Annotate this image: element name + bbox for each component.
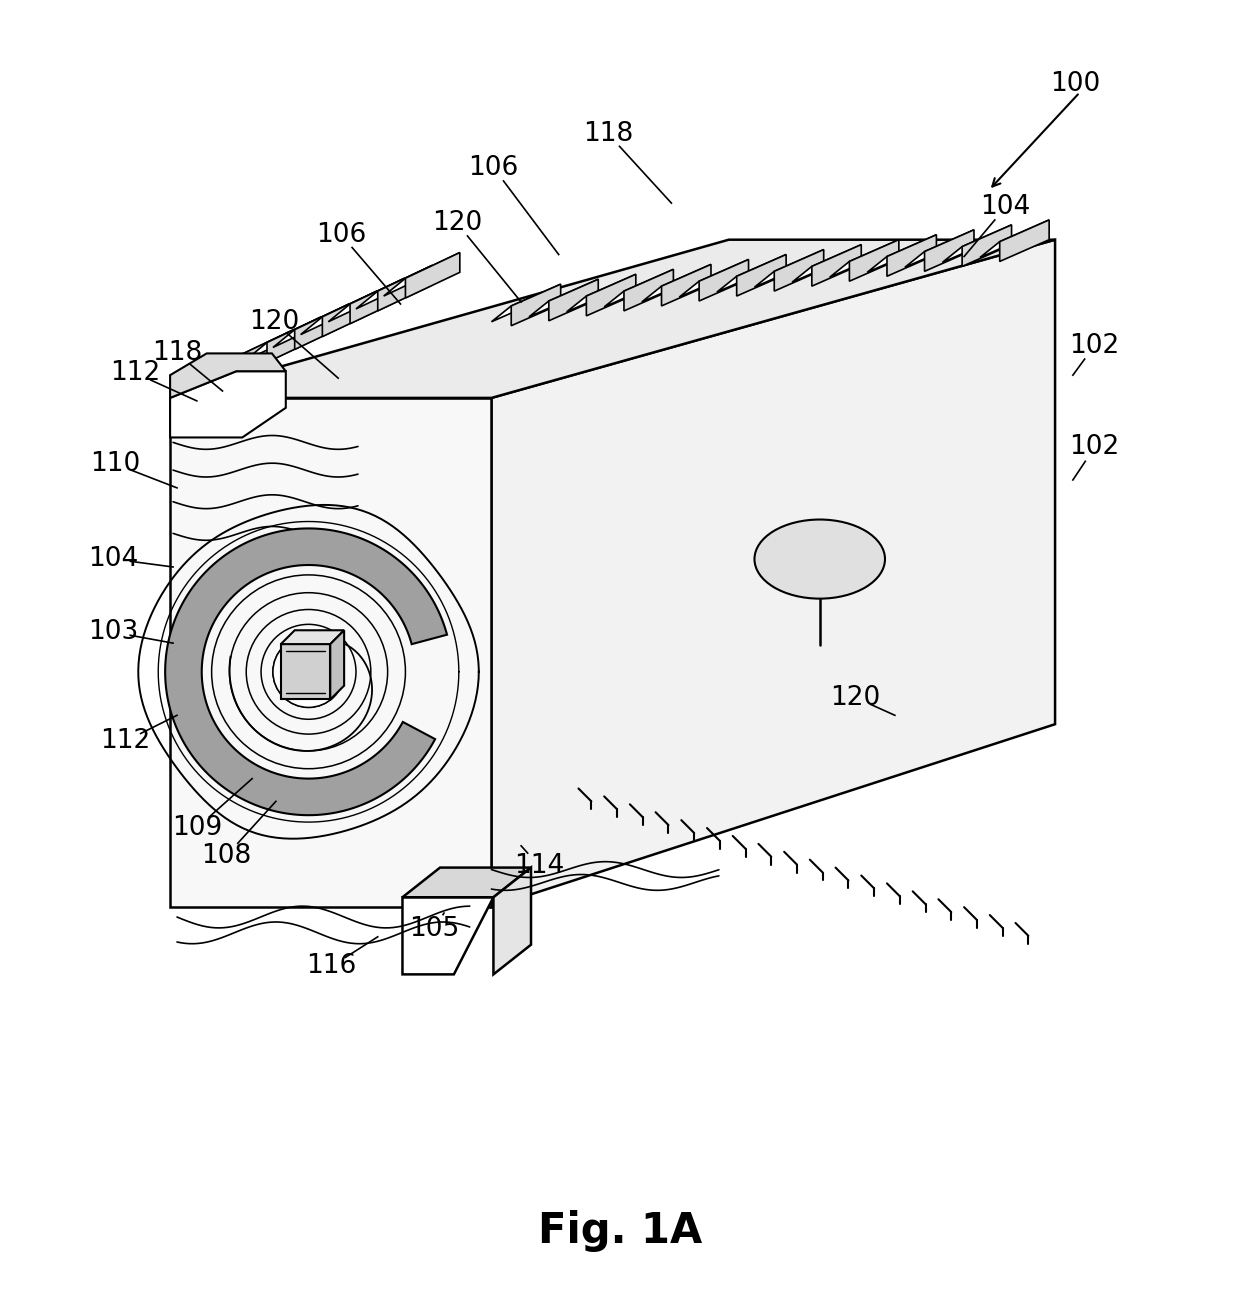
Text: 106: 106 [469,154,518,181]
Polygon shape [680,259,749,297]
Polygon shape [905,230,973,267]
Polygon shape [494,868,531,974]
Polygon shape [661,264,711,306]
Polygon shape [491,240,1055,907]
Polygon shape [567,275,636,312]
Polygon shape [329,279,404,322]
Polygon shape [170,353,285,398]
Polygon shape [403,868,531,897]
Polygon shape [754,250,823,287]
Polygon shape [830,240,899,278]
Text: 102: 102 [1069,435,1120,461]
Polygon shape [356,266,432,309]
Text: Fig. 1A: Fig. 1A [538,1211,702,1253]
Text: 105: 105 [409,916,459,942]
Polygon shape [942,225,1012,262]
Polygon shape [378,266,432,312]
Polygon shape [165,529,446,816]
Polygon shape [887,234,936,276]
Polygon shape [792,245,862,283]
Text: 114: 114 [513,852,564,878]
Text: 104: 104 [981,194,1030,220]
Polygon shape [624,270,673,312]
Polygon shape [280,644,330,699]
Polygon shape [549,279,598,321]
Polygon shape [295,304,350,350]
Polygon shape [812,245,862,287]
Polygon shape [300,291,377,335]
Text: 109: 109 [171,816,222,842]
Text: 118: 118 [583,120,634,147]
Polygon shape [280,630,345,644]
Text: 120: 120 [249,309,299,335]
Polygon shape [403,897,494,974]
Polygon shape [737,254,786,296]
Polygon shape [699,259,749,301]
Polygon shape [642,264,711,302]
Text: 110: 110 [91,452,141,478]
Polygon shape [717,254,786,292]
Text: 120: 120 [831,685,880,711]
Polygon shape [350,279,404,323]
Polygon shape [246,317,321,360]
Text: 116: 116 [306,953,356,979]
Polygon shape [774,250,823,291]
Polygon shape [322,291,377,336]
Polygon shape [849,240,899,281]
Polygon shape [980,220,1049,258]
Polygon shape [491,284,560,322]
Text: 112: 112 [100,728,151,754]
Polygon shape [925,230,973,271]
Polygon shape [217,330,294,373]
Circle shape [273,636,345,707]
Polygon shape [529,279,598,317]
Polygon shape [587,275,636,315]
Polygon shape [383,253,460,296]
Text: 108: 108 [201,843,252,869]
Polygon shape [604,270,673,306]
Polygon shape [239,330,294,376]
Polygon shape [511,284,560,326]
Text: 112: 112 [110,360,161,386]
Polygon shape [330,630,345,699]
Polygon shape [267,317,321,363]
Text: 120: 120 [432,209,482,236]
Polygon shape [170,240,1055,398]
Polygon shape [170,398,491,907]
Polygon shape [273,304,350,347]
Text: 118: 118 [151,340,202,367]
Polygon shape [170,372,285,437]
Polygon shape [867,234,936,272]
Ellipse shape [754,520,885,598]
Text: 100: 100 [1050,72,1100,97]
Polygon shape [962,225,1012,267]
Polygon shape [405,253,460,298]
Polygon shape [999,220,1049,262]
Text: 104: 104 [88,546,139,572]
Text: 106: 106 [316,221,366,247]
Text: 102: 102 [1069,332,1120,359]
Text: 103: 103 [88,619,139,645]
